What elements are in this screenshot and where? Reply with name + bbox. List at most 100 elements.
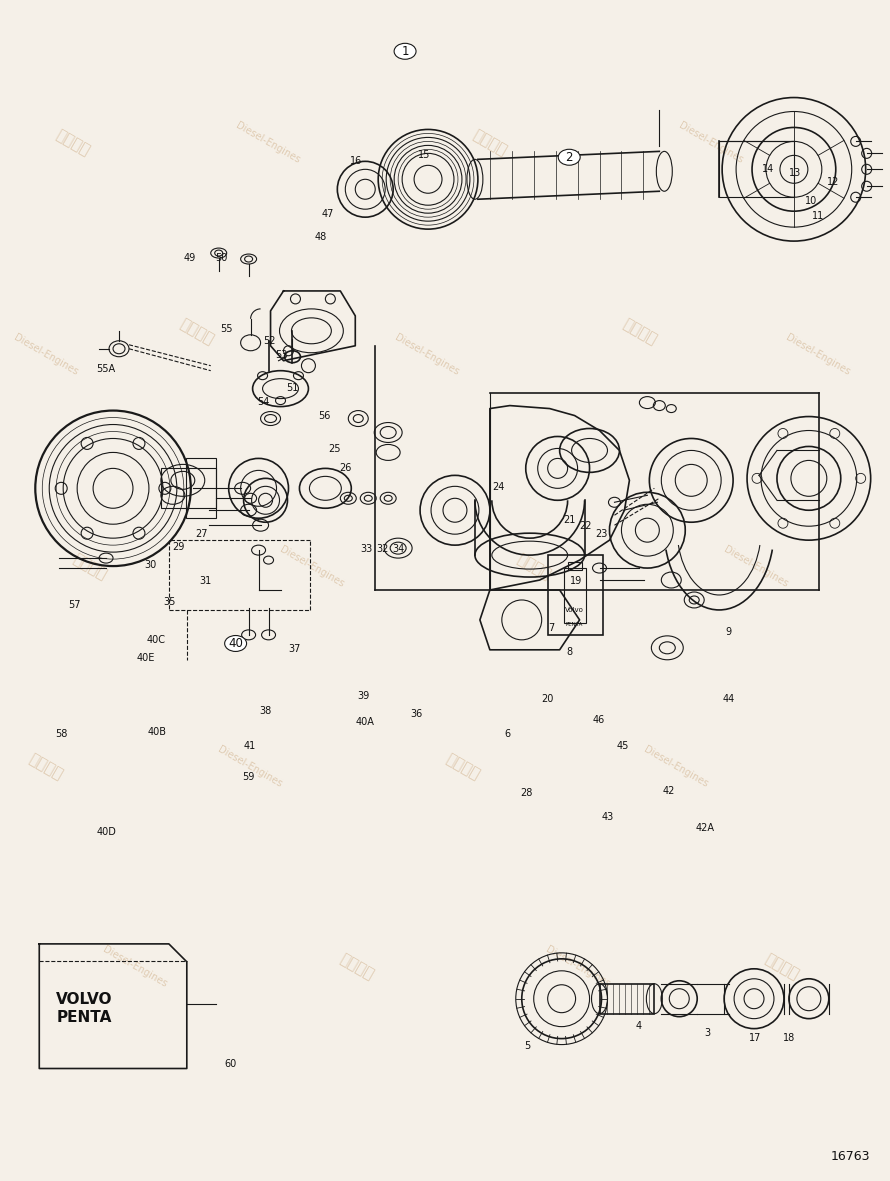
Text: 27: 27 xyxy=(195,529,207,539)
Text: 柴发动力: 柴发动力 xyxy=(53,128,92,158)
Text: 40D: 40D xyxy=(96,827,116,837)
Text: 15: 15 xyxy=(418,150,431,159)
Text: Diesel-Engines: Diesel-Engines xyxy=(234,120,302,165)
Text: 29: 29 xyxy=(173,542,185,552)
Text: 47: 47 xyxy=(321,209,334,218)
Text: Diesel-Engines: Diesel-Engines xyxy=(101,945,168,990)
Text: PENTA: PENTA xyxy=(566,622,583,627)
Text: 34: 34 xyxy=(392,544,405,554)
Text: 49: 49 xyxy=(183,254,196,263)
Text: 55: 55 xyxy=(221,324,233,334)
Text: 18: 18 xyxy=(783,1033,796,1043)
Text: 7: 7 xyxy=(548,624,554,633)
Text: 46: 46 xyxy=(593,715,604,725)
Text: 28: 28 xyxy=(521,788,533,798)
Text: 26: 26 xyxy=(339,463,352,474)
Text: 20: 20 xyxy=(542,693,554,704)
Text: Diesel-Engines: Diesel-Engines xyxy=(722,544,789,589)
Text: 24: 24 xyxy=(492,482,505,492)
Text: 40B: 40B xyxy=(147,726,166,737)
Text: 30: 30 xyxy=(144,560,157,569)
Text: 55A: 55A xyxy=(96,364,116,374)
Text: 58: 58 xyxy=(55,729,68,739)
Text: Diesel-Engines: Diesel-Engines xyxy=(278,544,345,589)
Text: 柴发动力: 柴发动力 xyxy=(177,315,216,347)
Text: Volvo: Volvo xyxy=(565,607,584,613)
Text: 48: 48 xyxy=(315,233,327,242)
Text: 2: 2 xyxy=(565,151,573,164)
Text: VOLVO
PENTA: VOLVO PENTA xyxy=(56,992,113,1025)
Text: 52: 52 xyxy=(263,335,276,346)
Bar xyxy=(600,984,654,1013)
Text: 54: 54 xyxy=(257,397,270,407)
Text: 56: 56 xyxy=(318,411,330,422)
Text: 柴发动力: 柴发动力 xyxy=(336,952,376,983)
Text: Diesel-Engines: Diesel-Engines xyxy=(642,745,709,790)
Text: 柴发动力: 柴发动力 xyxy=(620,315,659,347)
Text: 14: 14 xyxy=(762,164,774,174)
Text: 44: 44 xyxy=(723,693,735,704)
Text: 42: 42 xyxy=(662,785,675,796)
Text: Diesel-Engines: Diesel-Engines xyxy=(393,333,461,378)
Text: 12: 12 xyxy=(827,177,839,187)
Text: 50: 50 xyxy=(215,254,228,263)
Text: 40A: 40A xyxy=(356,717,375,727)
Text: 9: 9 xyxy=(726,627,732,637)
Text: 22: 22 xyxy=(578,521,592,530)
Bar xyxy=(719,142,794,197)
Text: 60: 60 xyxy=(224,1059,237,1069)
Text: 柴发动力: 柴发动力 xyxy=(26,751,65,783)
Text: 43: 43 xyxy=(602,811,613,822)
Text: 59: 59 xyxy=(242,771,255,782)
Text: 16: 16 xyxy=(350,156,362,165)
Text: 8: 8 xyxy=(566,647,572,657)
Text: 51: 51 xyxy=(287,383,298,393)
Text: 6: 6 xyxy=(504,729,510,739)
Ellipse shape xyxy=(558,149,580,165)
Text: Diesel-Engines: Diesel-Engines xyxy=(677,120,745,165)
Text: 32: 32 xyxy=(376,544,389,554)
Text: 31: 31 xyxy=(199,576,212,586)
Text: 柴发动力: 柴发动力 xyxy=(514,552,554,582)
Text: 3: 3 xyxy=(705,1029,711,1038)
Text: 5: 5 xyxy=(524,1042,530,1051)
Bar xyxy=(568,562,581,570)
Text: Diesel-Engines: Diesel-Engines xyxy=(12,333,79,378)
Text: 35: 35 xyxy=(164,598,176,607)
Text: 36: 36 xyxy=(410,709,423,719)
Text: 42A: 42A xyxy=(695,823,715,834)
Bar xyxy=(186,458,215,518)
Ellipse shape xyxy=(394,44,416,59)
Text: 39: 39 xyxy=(357,691,369,702)
Text: Diesel-Engines: Diesel-Engines xyxy=(216,745,284,790)
Text: 45: 45 xyxy=(616,740,628,751)
Ellipse shape xyxy=(224,635,247,652)
Bar xyxy=(563,568,586,622)
Text: 57: 57 xyxy=(68,600,80,609)
Text: 37: 37 xyxy=(288,645,300,654)
Text: 柴发动力: 柴发动力 xyxy=(470,128,509,158)
Text: Diesel-Engines: Diesel-Engines xyxy=(545,945,612,990)
Text: 17: 17 xyxy=(749,1033,762,1043)
Text: 40E: 40E xyxy=(137,653,155,663)
Text: 1: 1 xyxy=(401,45,409,58)
Text: 16763: 16763 xyxy=(831,1150,870,1163)
Text: 41: 41 xyxy=(244,740,256,751)
Text: 柴发动力: 柴发动力 xyxy=(70,552,109,582)
Text: 40C: 40C xyxy=(146,635,166,645)
Text: 10: 10 xyxy=(805,196,818,205)
Text: 柴发动力: 柴发动力 xyxy=(443,751,482,783)
Text: 4: 4 xyxy=(635,1022,642,1031)
Text: 19: 19 xyxy=(570,576,582,586)
Text: 11: 11 xyxy=(812,211,824,221)
Text: 23: 23 xyxy=(595,529,607,539)
Text: 53: 53 xyxy=(276,350,288,360)
Text: 40: 40 xyxy=(228,637,243,650)
Text: 21: 21 xyxy=(563,515,576,524)
Text: 38: 38 xyxy=(260,705,272,716)
Text: 柴发动力: 柴发动力 xyxy=(763,952,802,983)
Bar xyxy=(161,469,215,508)
Text: 25: 25 xyxy=(328,444,340,455)
Text: 13: 13 xyxy=(789,168,802,177)
Bar xyxy=(547,555,603,635)
